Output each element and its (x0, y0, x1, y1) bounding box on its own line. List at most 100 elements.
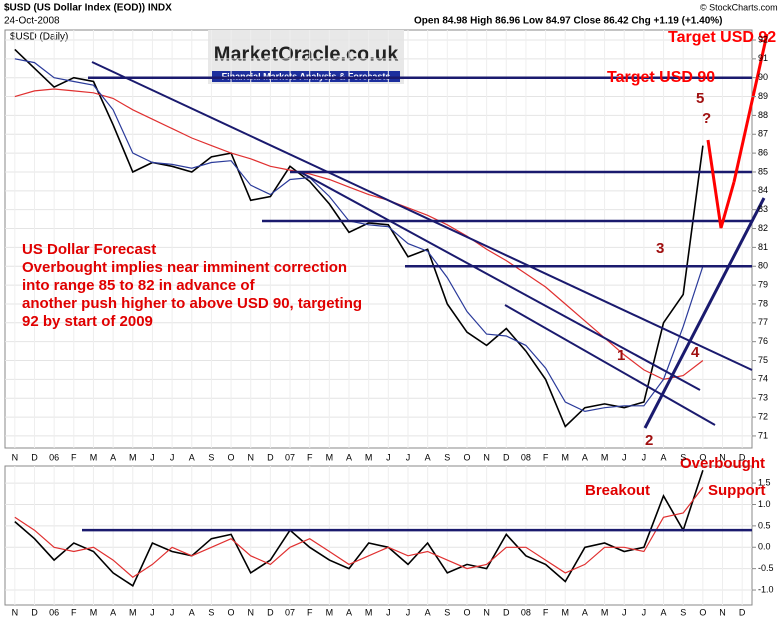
x-tick-label: F (543, 607, 549, 617)
y-tick-label: 75 (758, 355, 768, 365)
x-tick-label: O (463, 452, 470, 462)
wave-label: 2 (645, 432, 653, 449)
x-tick-label: O (699, 452, 706, 462)
trend-lines (91, 33, 769, 429)
x-tick-label: J (642, 607, 647, 617)
y-tick-label: 74 (758, 374, 768, 384)
x-tick-label: M (562, 607, 570, 617)
x-tick-label: J (150, 452, 155, 462)
y-tick-label: 81 (758, 242, 768, 252)
macd-panel (4, 465, 753, 606)
x-tick-label: 08 (521, 452, 531, 462)
annotation: Overbought implies near imminent correct… (22, 259, 347, 276)
y-tick-label: 86 (758, 147, 768, 157)
logo: MarketOracle.co.uk Financial Markets Ana… (208, 30, 404, 84)
wave-label: 5 (696, 90, 704, 107)
x-tick-label: F (307, 607, 313, 617)
x-tick-label: M (601, 607, 609, 617)
y-tick-label: 1.5 (758, 477, 771, 487)
annotation: Support (708, 482, 766, 499)
annotation: Overbought (680, 455, 765, 472)
x-tick-label: N (247, 607, 254, 617)
date-label: 24-Oct-2008 (4, 16, 60, 27)
trend-line (643, 197, 766, 429)
series-line (14, 58, 704, 413)
x-tick-label: N (483, 452, 490, 462)
x-tick-label: F (307, 452, 313, 462)
x-tick-label: J (150, 607, 155, 617)
x-tick-label: J (386, 607, 391, 617)
logo-subtitle: Financial Markets Analysis & Forecasts (222, 71, 391, 81)
y-tick-label: 72 (758, 411, 768, 421)
x-tick-label: A (346, 607, 352, 617)
x-tick-label: D (31, 452, 38, 462)
x-tick-label: M (326, 452, 334, 462)
x-tick-label: N (12, 452, 19, 462)
x-tick-label: D (503, 452, 510, 462)
y-tick-label: 91 (758, 53, 768, 63)
x-tick-label: O (228, 452, 235, 462)
x-tick-label: J (170, 452, 175, 462)
x-tick-label: O (228, 607, 235, 617)
y-tick-label: 78 (758, 298, 768, 308)
y-tick-label: 73 (758, 393, 768, 403)
x-tick-label: M (129, 452, 137, 462)
x-tick-label: A (661, 607, 667, 617)
x-tick-label: M (326, 607, 334, 617)
x-tick-label: 06 (49, 452, 59, 462)
wave-label: 3 (656, 240, 664, 257)
annotation: US Dollar Forecast (22, 241, 156, 258)
x-tick-label: A (189, 607, 195, 617)
y-tick-label: 84 (758, 185, 768, 195)
forecast-path (706, 139, 736, 229)
y-tick-label: 92 (758, 34, 768, 44)
y-tick-label: 76 (758, 336, 768, 346)
x-tick-label: J (386, 452, 391, 462)
x-tick-label: 07 (285, 452, 295, 462)
annotation: Target USD 92 (668, 29, 776, 46)
x-tick-label: D (31, 607, 38, 617)
x-tick-label: N (719, 452, 726, 462)
series-line (14, 487, 704, 578)
x-tick-label: A (425, 452, 431, 462)
y-tick-label: 80 (758, 261, 768, 271)
logo-title: MarketOracle.co.uk (214, 43, 399, 65)
x-tick-label: M (365, 607, 373, 617)
y-tick-label: 71 (758, 430, 768, 440)
trend-line (299, 171, 701, 391)
annotation: into range 85 to 82 in advance of (22, 277, 256, 294)
x-tick-label: D (739, 452, 746, 462)
x-tick-label: N (247, 452, 254, 462)
wave-label: 1 (617, 347, 625, 364)
y-tick-label: 77 (758, 317, 768, 327)
x-tick-label: S (680, 452, 686, 462)
x-tick-label: S (208, 452, 214, 462)
y-tick-label: 87 (758, 129, 768, 139)
y-tick-label: 90 (758, 72, 768, 82)
x-tick-label: J (642, 452, 647, 462)
x-tick-label: O (463, 607, 470, 617)
x-tick-label: F (71, 607, 77, 617)
x-tick-label: M (601, 452, 609, 462)
x-tick-label: M (562, 452, 570, 462)
x-tick-label: F (71, 452, 77, 462)
y-tick-label: 0.0 (758, 542, 771, 552)
x-tick-label: D (267, 452, 274, 462)
x-tick-label: M (90, 607, 98, 617)
annotation: Target USD 90 (607, 69, 715, 86)
x-tick-label: A (425, 607, 431, 617)
x-tick-label: A (110, 607, 116, 617)
series-line (14, 48, 704, 428)
x-tick-label: S (444, 607, 450, 617)
x-tick-label: 06 (49, 607, 59, 617)
series-line (14, 470, 704, 587)
x-tick-label: N (12, 607, 19, 617)
x-tick-label: J (406, 607, 411, 617)
y-tick-label: 83 (758, 204, 768, 214)
y-tick-label: 88 (758, 110, 768, 120)
x-tick-label: N (719, 607, 726, 617)
annotation: Breakout (585, 482, 650, 499)
y-tick-label: 82 (758, 223, 768, 233)
chart-title: $USD (US Dollar Index (EOD)) INDX (4, 3, 172, 14)
